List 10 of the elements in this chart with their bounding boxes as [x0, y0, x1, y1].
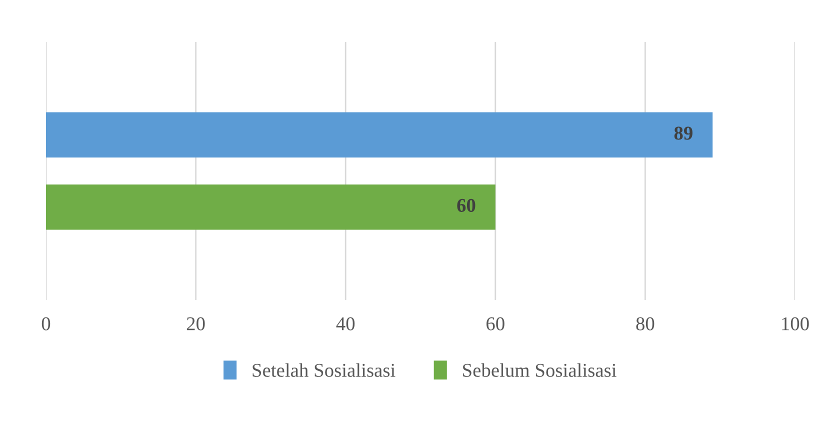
x-tick-label: 60: [486, 317, 504, 330]
x-tick-label: 100: [782, 317, 809, 330]
x-tick-label: 20: [186, 317, 205, 330]
legend-label: Sebelum Sosialisasi: [463, 363, 616, 377]
legend-label: Setelah Sosialisasi: [252, 363, 396, 377]
data-label: 60: [457, 198, 476, 212]
x-tick-label: 40: [336, 317, 355, 330]
x-tick-label: 80: [636, 317, 654, 330]
x-tick-label: 0: [42, 317, 50, 330]
data-label: 89: [674, 126, 692, 140]
